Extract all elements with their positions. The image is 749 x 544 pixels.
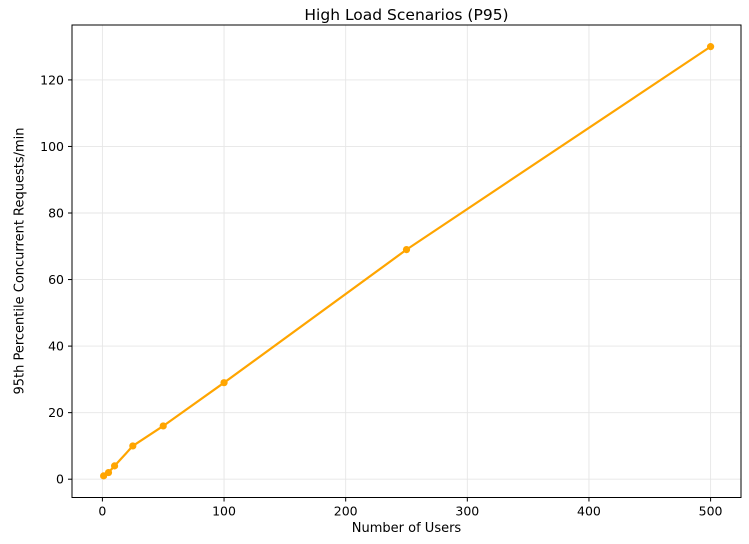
y-tick-label: 60 <box>48 272 64 287</box>
y-tick-label: 120 <box>40 72 64 87</box>
data-point <box>402 246 411 254</box>
data-point <box>706 43 715 51</box>
x-axis-label: Number of Users <box>351 521 462 536</box>
axes-spines <box>71 24 742 498</box>
chart-title: High Load Scenarios (P95) <box>304 6 509 24</box>
data-point <box>220 379 228 387</box>
data-point <box>110 462 119 470</box>
y-tick-label: 80 <box>48 206 64 221</box>
x-tick-label: 400 <box>577 504 601 519</box>
x-tick-label: 300 <box>455 504 479 519</box>
y-tick-label: 100 <box>40 139 64 154</box>
x-tick-label: 500 <box>699 504 723 519</box>
y-tick-label: 20 <box>48 405 64 420</box>
plot-background <box>72 25 741 498</box>
data-point <box>159 422 167 430</box>
x-tick-label: 100 <box>212 504 236 519</box>
data-point <box>104 468 113 477</box>
x-tick-label: 200 <box>334 504 358 519</box>
y-tick-label: 0 <box>56 472 64 487</box>
y-tick-label: 40 <box>48 339 64 354</box>
x-tick-label: 0 <box>98 504 106 519</box>
data-point <box>129 442 137 450</box>
